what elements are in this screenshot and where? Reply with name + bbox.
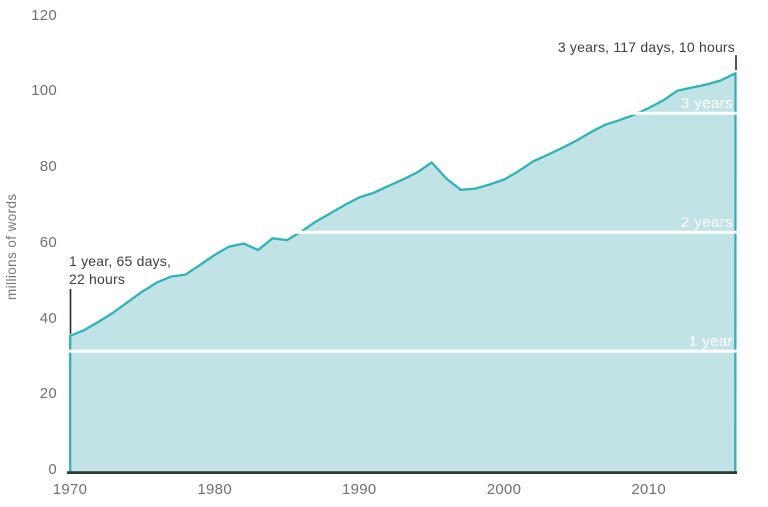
area-fill: [70, 73, 736, 472]
trend-line: [68, 72, 737, 472]
